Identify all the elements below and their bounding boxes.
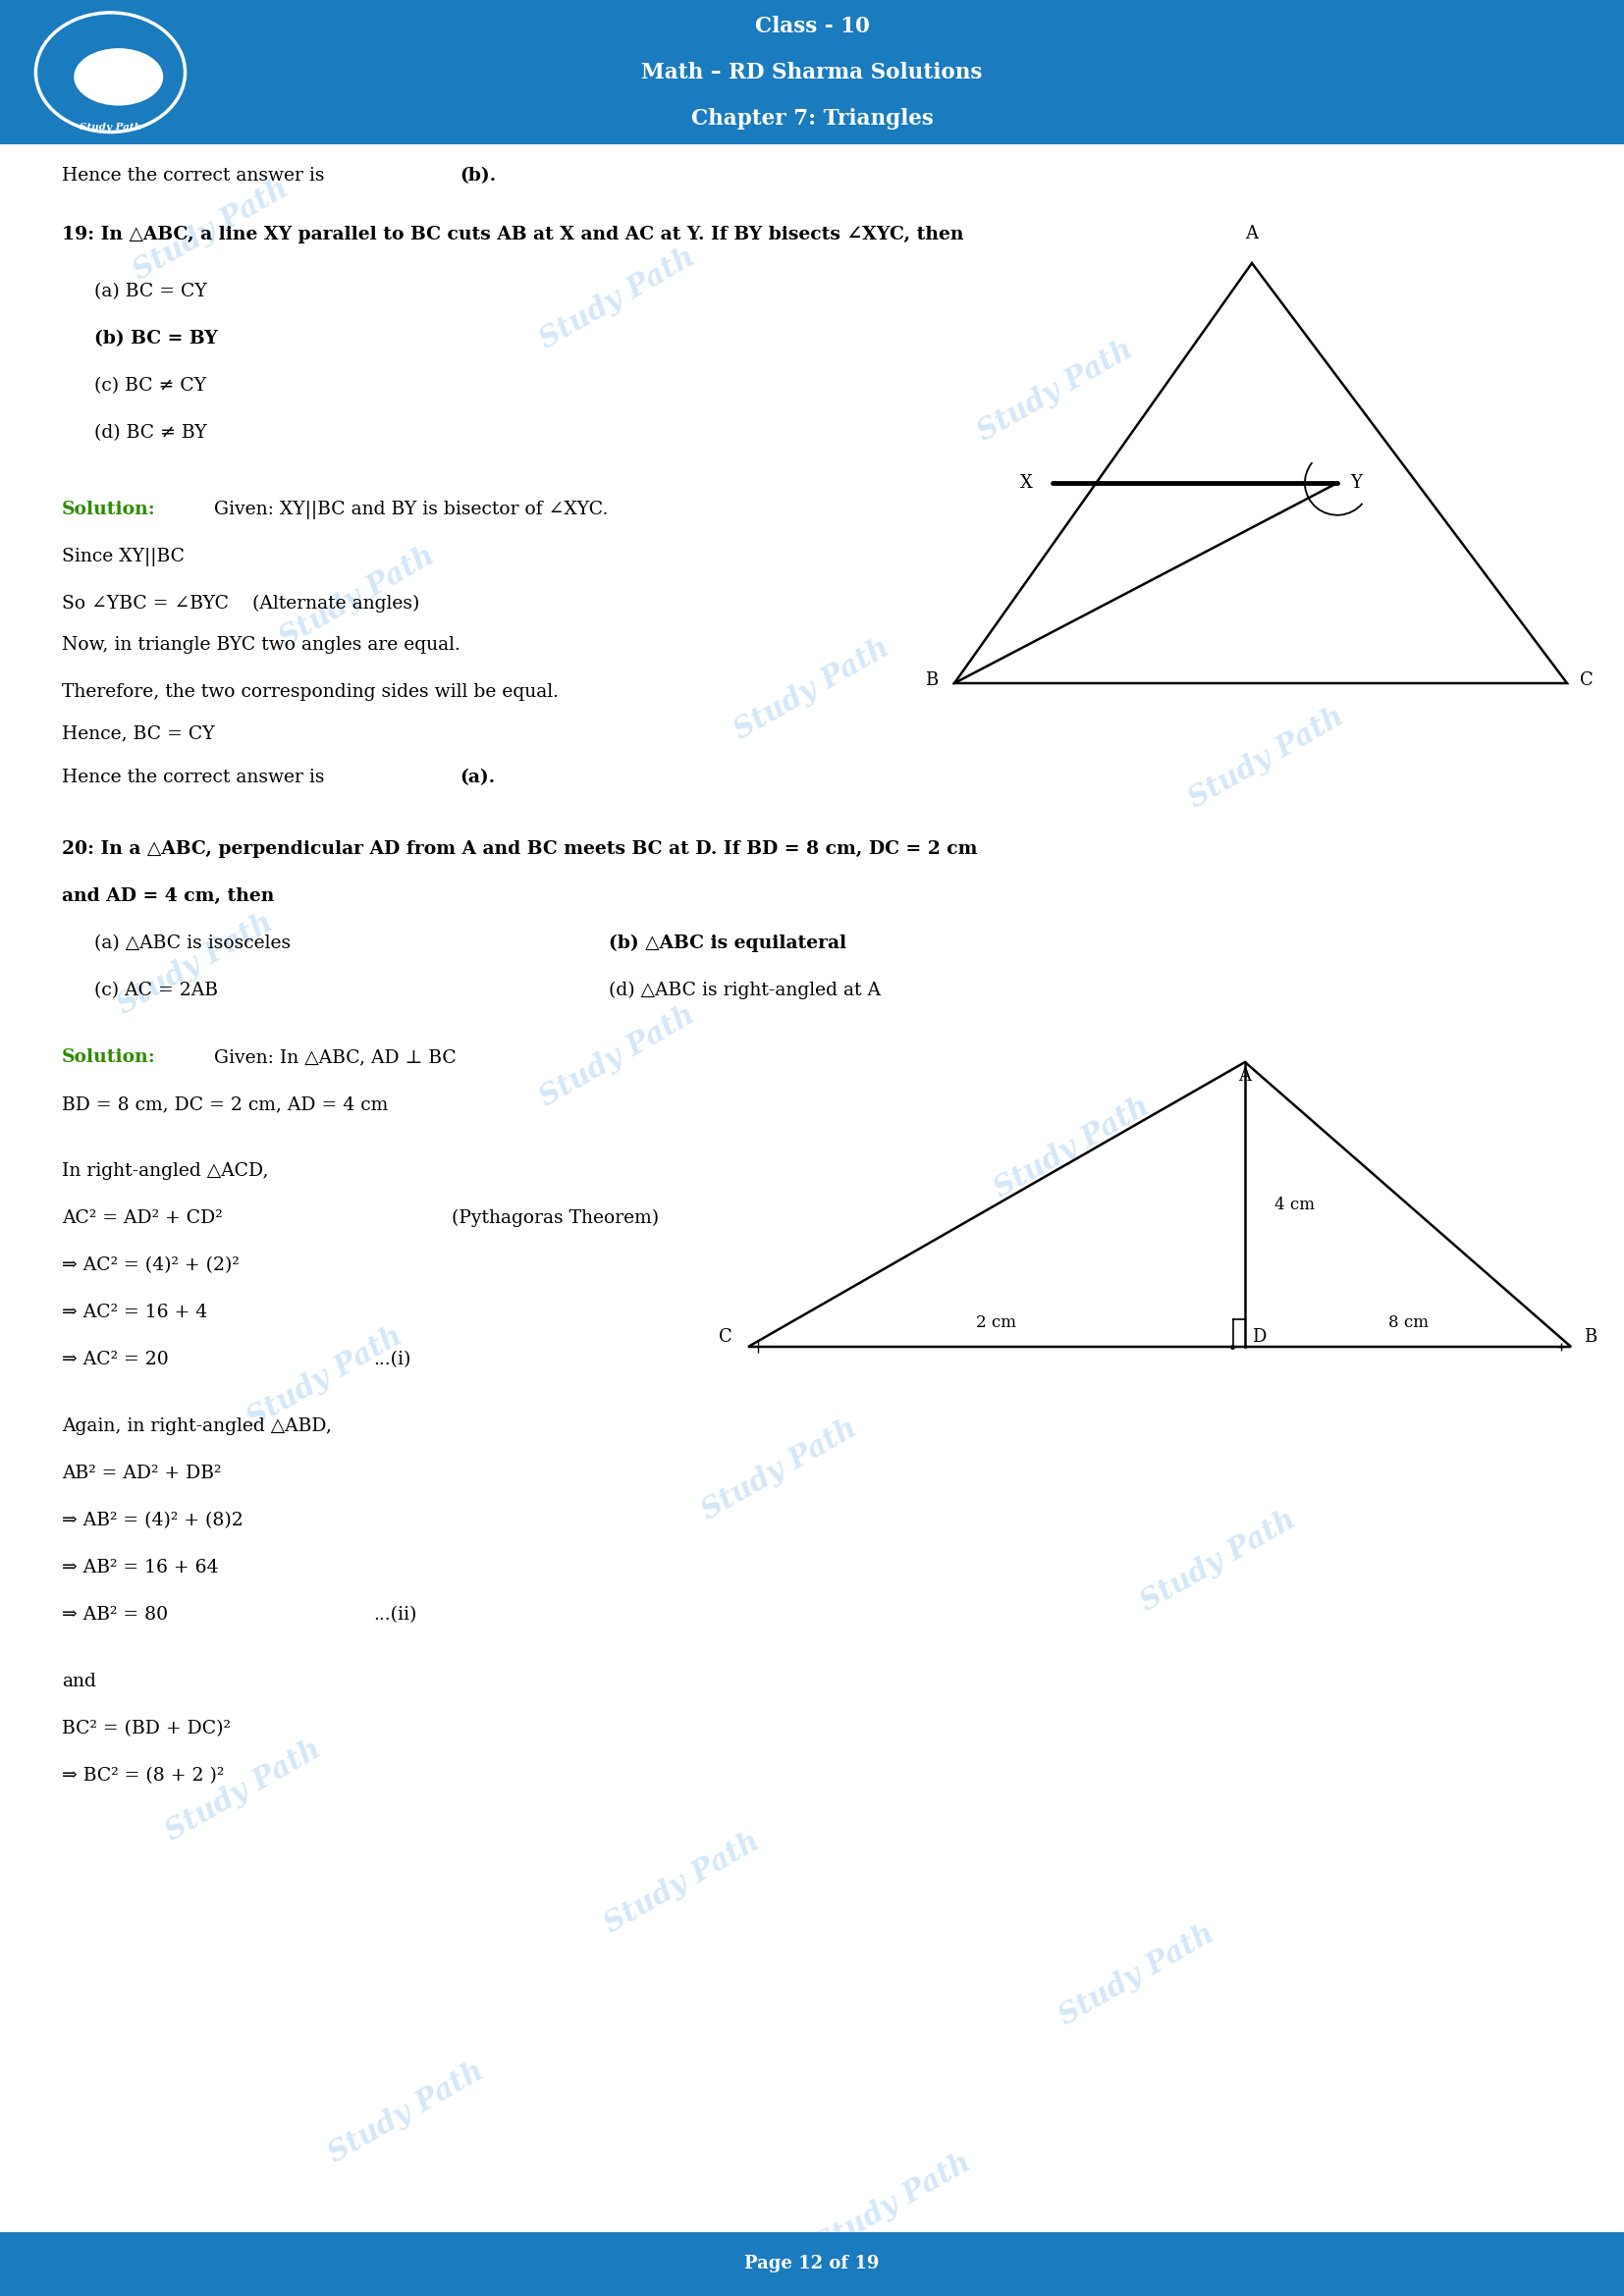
- Ellipse shape: [75, 48, 164, 106]
- Text: Again, in right-angled △ABD,: Again, in right-angled △ABD,: [62, 1417, 331, 1435]
- Text: and AD = 4 cm, then: and AD = 4 cm, then: [62, 886, 274, 905]
- Text: ⇒ AC² = 20: ⇒ AC² = 20: [62, 1350, 169, 1368]
- FancyBboxPatch shape: [0, 2232, 1624, 2296]
- Text: Study Path: Study Path: [989, 1093, 1155, 1203]
- Text: (a) BC = CY: (a) BC = CY: [94, 282, 206, 301]
- Text: (a) △ABC is isosceles: (a) △ABC is isosceles: [94, 934, 291, 953]
- Text: In right-angled △ACD,: In right-angled △ACD,: [62, 1162, 268, 1180]
- Text: and: and: [62, 1674, 96, 1690]
- Text: Study Path: Study Path: [323, 2057, 489, 2167]
- Text: Hence the correct answer is: Hence the correct answer is: [62, 769, 330, 785]
- Text: ⇒ AB² = 80: ⇒ AB² = 80: [62, 1605, 167, 1623]
- Text: (a).: (a).: [460, 769, 495, 785]
- Text: Solution:: Solution:: [62, 1049, 156, 1065]
- Text: X: X: [1020, 473, 1033, 491]
- Text: ...(i): ...(i): [374, 1350, 411, 1368]
- Text: (d) BC ≠ BY: (d) BC ≠ BY: [94, 425, 206, 441]
- Text: 19: In △ABC, a line XY parallel to BC cuts AB at X and AC at Y. If BY bisects ∠X: 19: In △ABC, a line XY parallel to BC cu…: [62, 225, 963, 243]
- Text: Hence the correct answer is: Hence the correct answer is: [62, 168, 330, 184]
- Text: C: C: [1580, 673, 1593, 689]
- Text: Hence, BC = CY: Hence, BC = CY: [62, 726, 214, 742]
- Text: Study Path: Study Path: [1184, 703, 1350, 813]
- Text: Study Path: Study Path: [274, 542, 440, 652]
- Text: Given: In △ABC, AD ⊥ BC: Given: In △ABC, AD ⊥ BC: [208, 1049, 456, 1065]
- Text: Study Path: Study Path: [534, 1001, 700, 1111]
- Text: Study Path: Study Path: [534, 243, 700, 354]
- Text: Therefore, the two corresponding sides will be equal.: Therefore, the two corresponding sides w…: [62, 684, 559, 700]
- Text: A: A: [1246, 225, 1259, 243]
- FancyBboxPatch shape: [0, 0, 1624, 145]
- Text: ⇒ BC² = (8 + 2 )²: ⇒ BC² = (8 + 2 )²: [62, 1768, 224, 1784]
- Text: B: B: [1583, 1329, 1596, 1345]
- Text: B: B: [926, 673, 939, 689]
- Text: Study Path: Study Path: [242, 1322, 408, 1433]
- Text: (b) △ABC is equilateral: (b) △ABC is equilateral: [609, 934, 846, 953]
- Text: Study Path: Study Path: [128, 174, 294, 285]
- Text: So ∠YBC = ∠BYC    (Alternate angles): So ∠YBC = ∠BYC (Alternate angles): [62, 595, 419, 613]
- Text: C: C: [718, 1329, 732, 1345]
- Text: (b) BC = BY: (b) BC = BY: [94, 331, 218, 347]
- Text: Page 12 of 19: Page 12 of 19: [744, 2255, 880, 2273]
- Text: Study Path: Study Path: [729, 634, 895, 744]
- Text: Given: XY||BC and BY is bisector of ∠XYC.: Given: XY||BC and BY is bisector of ∠XYC…: [208, 501, 607, 519]
- Text: ⇒ AB² = 16 + 64: ⇒ AB² = 16 + 64: [62, 1559, 218, 1577]
- Text: Study Path: Study Path: [112, 909, 278, 1019]
- Text: Study Path: Study Path: [810, 2149, 976, 2259]
- Text: ⇒ AC² = (4)² + (2)²: ⇒ AC² = (4)² + (2)²: [62, 1256, 239, 1274]
- Text: Study Path: Study Path: [1054, 1919, 1220, 2030]
- Text: BC² = (BD + DC)²: BC² = (BD + DC)²: [62, 1720, 231, 1738]
- Text: Since XY||BC: Since XY||BC: [62, 549, 185, 567]
- Text: 2 cm: 2 cm: [976, 1316, 1017, 1332]
- Text: 8 cm: 8 cm: [1389, 1316, 1427, 1332]
- Text: Now, in triangle BYC two angles are equal.: Now, in triangle BYC two angles are equa…: [62, 636, 460, 654]
- Text: ⇒ AC² = 16 + 4: ⇒ AC² = 16 + 4: [62, 1304, 208, 1320]
- Text: AB² = AD² + DB²: AB² = AD² + DB²: [62, 1465, 221, 1483]
- Text: 20: In a △ABC, perpendicular AD from A and BC meets BC at D. If BD = 8 cm, DC = : 20: In a △ABC, perpendicular AD from A a…: [62, 840, 978, 859]
- Text: BD = 8 cm, DC = 2 cm, AD = 4 cm: BD = 8 cm, DC = 2 cm, AD = 4 cm: [62, 1095, 388, 1114]
- Text: Study Path: Study Path: [697, 1414, 862, 1525]
- Text: (b).: (b).: [460, 168, 495, 184]
- Text: Study Path: Study Path: [599, 1828, 765, 1938]
- Text: (c) BC ≠ CY: (c) BC ≠ CY: [94, 377, 206, 395]
- Text: ...(ii): ...(ii): [374, 1605, 417, 1623]
- Text: Math – RD Sharma Solutions: Math – RD Sharma Solutions: [641, 62, 983, 83]
- Text: D: D: [1252, 1329, 1265, 1345]
- Text: 4 cm: 4 cm: [1275, 1196, 1314, 1212]
- Text: A: A: [1239, 1068, 1252, 1086]
- Text: ⇒ AB² = (4)² + (8)2: ⇒ AB² = (4)² + (8)2: [62, 1511, 244, 1529]
- Text: Study Path: Study Path: [80, 124, 141, 131]
- Text: Study Path: Study Path: [161, 1736, 326, 1846]
- Text: Class - 10: Class - 10: [755, 16, 869, 37]
- Text: Study Path: Study Path: [1135, 1506, 1301, 1616]
- Text: Study Path: Study Path: [973, 335, 1138, 445]
- Text: (Pythagoras Theorem): (Pythagoras Theorem): [451, 1210, 659, 1228]
- Text: Solution:: Solution:: [62, 501, 156, 519]
- Text: (c) AC = 2AB: (c) AC = 2AB: [94, 983, 218, 999]
- Text: Y: Y: [1350, 473, 1363, 491]
- Text: Chapter 7: Triangles: Chapter 7: Triangles: [690, 108, 934, 129]
- Text: (d) △ABC is right-angled at A: (d) △ABC is right-angled at A: [609, 983, 880, 999]
- Text: AC² = AD² + CD²: AC² = AD² + CD²: [62, 1210, 222, 1226]
